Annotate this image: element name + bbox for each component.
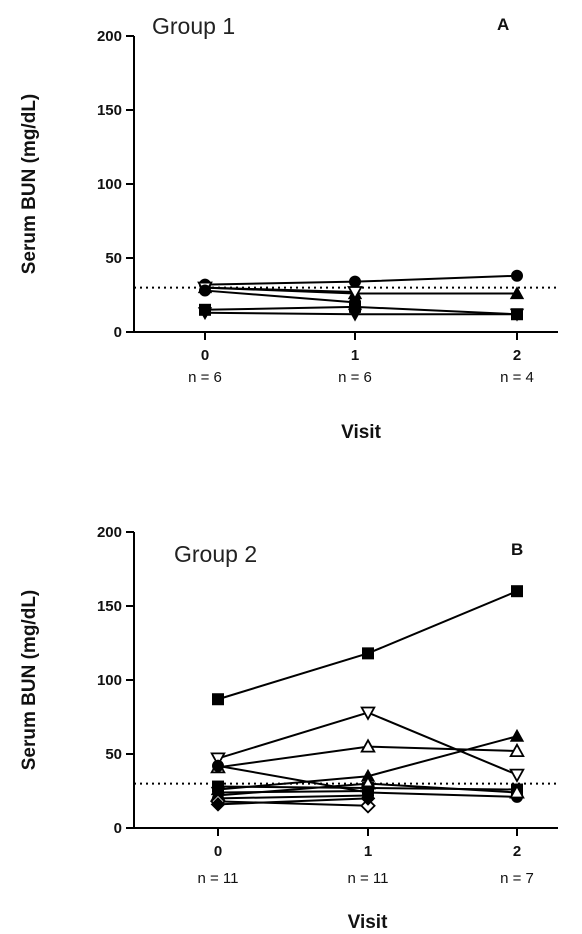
panel-b-y-tick-label: 50 xyxy=(105,746,122,763)
panel-b-y-title: Serum BUN (mg/dL) xyxy=(19,590,40,771)
panel-b-series-1-point xyxy=(212,693,224,706)
panel-a: Group 1 A 0 50 100 150 200 0 n = 6 1 n = 6 2 n = 4 Vi… xyxy=(19,13,558,443)
panel-b-n-label: n = 11 xyxy=(197,870,238,887)
panel-a-n-label: n = 6 xyxy=(188,369,222,386)
panel-b: Group 2 B 0 50 100 150 200 0 n = 11 1 n = 11 2 n = 7… xyxy=(19,524,558,933)
panel-a-x-title: Visit xyxy=(341,422,381,443)
panel-b-y-tick-label: 200 xyxy=(97,524,122,541)
panel-a-y-tick-label: 0 xyxy=(114,324,122,341)
panel-a-series-3-point xyxy=(347,286,363,301)
panel-a-series-1-point xyxy=(349,275,361,288)
panel-b-series-3-point xyxy=(360,738,376,753)
panel-a-y-tick-label: 200 xyxy=(97,28,122,45)
panel-b-series-line-10 xyxy=(217,800,369,807)
panel-b-y-tick-label: 0 xyxy=(114,820,122,837)
panel-b-series-line-1 xyxy=(217,590,518,701)
panel-b-series-10-point xyxy=(360,797,376,814)
panel-b-y-tick-label: 100 xyxy=(97,672,122,689)
panel-b-series-5-point xyxy=(212,759,224,772)
panel-b-series-2-point xyxy=(210,752,226,767)
panel-a-series-line-3 xyxy=(204,286,356,294)
panel-a-y-tick-label: 50 xyxy=(105,250,122,267)
panel-b-series-1-point xyxy=(511,585,523,598)
panel-b-x-tick-label: 2 xyxy=(513,843,521,860)
panel-a-n-label: n = 6 xyxy=(338,369,372,386)
panel-b-series-11-point xyxy=(210,797,226,812)
panel-a-series-6-point xyxy=(509,308,525,322)
panel-a-y-title: Serum BUN (mg/dL) xyxy=(19,94,40,275)
panel-b-series-7-point xyxy=(509,784,525,799)
panel-b-y-tick-label: 150 xyxy=(97,598,122,615)
panel-b-n-label: n = 11 xyxy=(347,870,388,887)
panel-b-series-1-point xyxy=(362,647,374,660)
panel-b-x-tick-label: 1 xyxy=(364,843,372,860)
panel-a-x-tick-label: 1 xyxy=(351,347,359,364)
panel-a-letter: A xyxy=(497,15,509,34)
panel-a-series-6-point xyxy=(347,308,363,322)
panel-a-series-2-point xyxy=(509,286,525,300)
panel-b-series-line-8 xyxy=(217,790,369,794)
panel-a-series-6-point xyxy=(197,307,213,321)
panel-b-series-2-point xyxy=(360,706,376,721)
panel-b-series-4-point xyxy=(509,728,525,742)
panel-a-title: Group 1 xyxy=(152,13,235,39)
panel-b-x-tick-label: 0 xyxy=(214,843,222,860)
panel-a-n-label: n = 4 xyxy=(500,369,534,386)
panel-a-x-tick-label: 2 xyxy=(513,347,521,364)
panel-a-series-4-point xyxy=(199,284,211,297)
panel-b-x-title: Visit xyxy=(348,912,388,933)
panel-a-series-1-point xyxy=(511,269,523,282)
panel-a-y-tick-label: 150 xyxy=(97,102,122,119)
panel-a-x-tick-label: 0 xyxy=(201,347,209,364)
panel-a-series-line-4 xyxy=(204,289,356,304)
panel-b-series-line-11 xyxy=(217,797,369,806)
panel-b-series-2-point xyxy=(509,768,525,783)
panel-a-y-tick-label: 100 xyxy=(97,176,122,193)
panel-b-title: Group 2 xyxy=(174,541,257,567)
panel-b-letter: B xyxy=(511,540,523,559)
panel-a-series-line-1 xyxy=(204,274,518,286)
panel-b-series-11-point xyxy=(360,791,376,806)
panel-b-series-3-point xyxy=(509,742,525,757)
panel-b-series-line-9 xyxy=(217,794,369,800)
panel-b-n-label: n = 7 xyxy=(500,870,534,887)
